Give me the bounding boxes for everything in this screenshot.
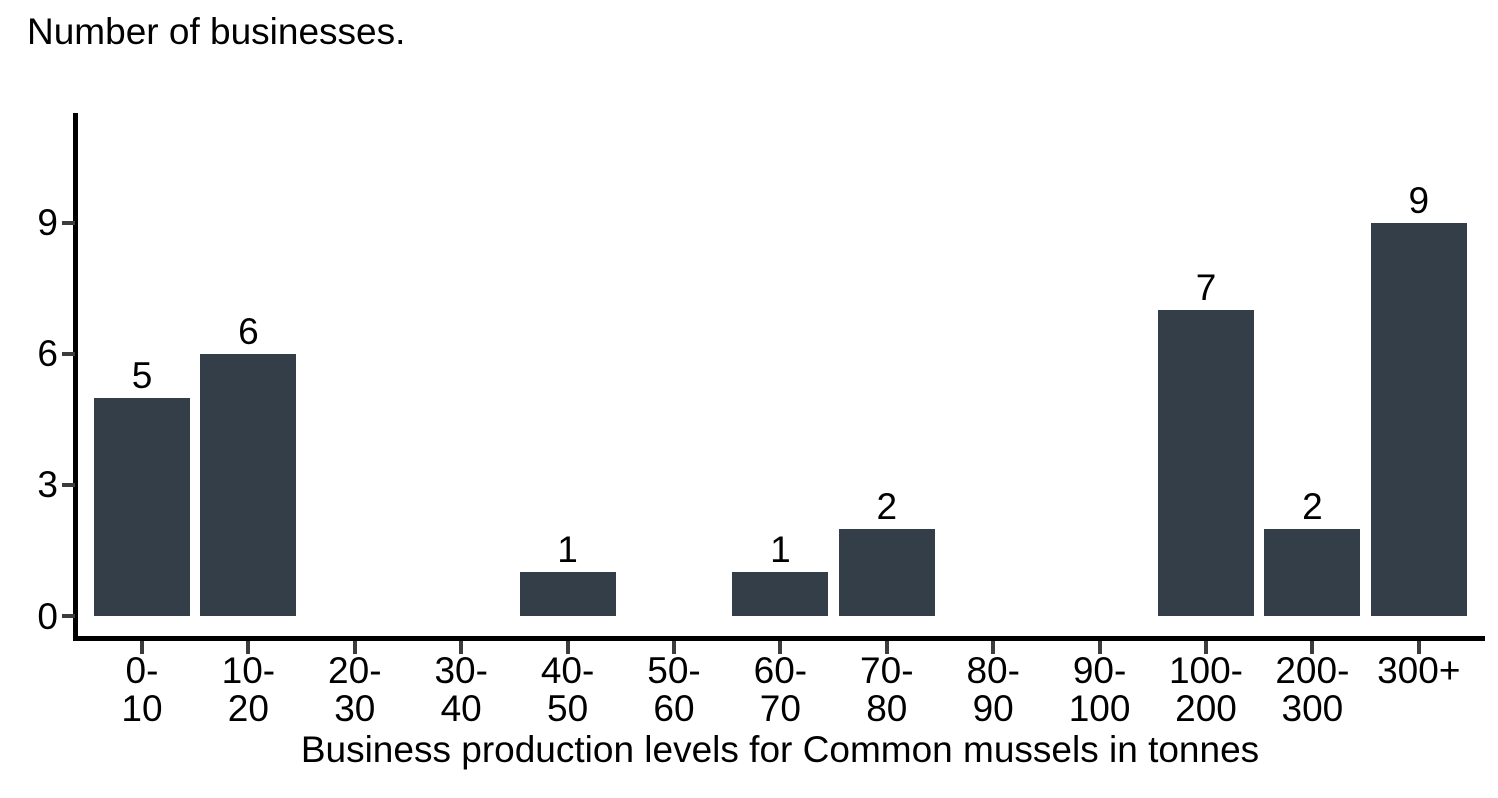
y-tick-label: 6 (37, 333, 58, 375)
y-tick-label: 9 (37, 202, 58, 244)
x-tick-mark (140, 641, 144, 654)
y-tick-label: 3 (37, 464, 58, 506)
y-tick-mark (62, 482, 75, 487)
bar-value-label: 1 (557, 529, 578, 571)
bar-10-20 (200, 353, 297, 616)
x-tick-label: 200- 300 (1275, 650, 1350, 729)
chart-title: Number of businesses. (27, 11, 406, 52)
x-tick-label: 30- 40 (434, 650, 488, 729)
y-tick-mark (62, 351, 75, 356)
bar-value-label: 2 (1302, 485, 1323, 527)
x-tick-mark (352, 641, 357, 654)
x-tick-mark (1097, 641, 1102, 654)
x-tick-label: 40- 50 (540, 650, 595, 729)
x-tick-mark (1204, 641, 1208, 654)
y-tick-mark (62, 220, 75, 225)
x-tick-label: 0- 10 (121, 650, 163, 729)
x-tick-mark (778, 641, 783, 654)
x-tick-mark (672, 641, 676, 654)
bar-70-80 (838, 528, 935, 616)
x-tick-label: 70- 80 (860, 650, 914, 729)
bar-0-10 (94, 397, 190, 616)
bar-value-label: 1 (770, 529, 791, 571)
bar-200-300 (1264, 528, 1361, 616)
x-tick-label: 60- 70 (753, 650, 808, 729)
bar-100-200 (1158, 310, 1254, 616)
y-tick-mark (62, 614, 75, 618)
bar-value-label: 5 (131, 354, 153, 396)
y-axis-line (73, 113, 78, 641)
x-tick-label: 80- 90 (966, 650, 1020, 729)
bar-300+ (1370, 222, 1467, 616)
x-tick-label: 10- 20 (221, 650, 276, 729)
x-tick-label: 20- 30 (328, 650, 382, 729)
x-tick-mark (991, 641, 996, 654)
bar-value-label: 6 (238, 310, 259, 352)
bar-40-50 (519, 572, 616, 616)
x-tick-mark (246, 641, 251, 654)
bar-value-label: 7 (1195, 267, 1217, 309)
x-axis-title: Business production levels for Common mu… (300, 729, 1260, 770)
x-tick-label: 300+ (1377, 650, 1461, 691)
x-tick-label: 100- 200 (1168, 650, 1244, 729)
bar-value-label: 2 (876, 485, 898, 527)
x-axis-line (73, 636, 1485, 641)
x-tick-mark (1416, 641, 1421, 654)
bar-60-70 (732, 572, 829, 616)
x-tick-label: 50- 60 (647, 650, 701, 729)
x-tick-mark (884, 641, 889, 654)
x-tick-mark (459, 641, 464, 654)
x-tick-mark (565, 641, 570, 654)
x-tick-mark (1310, 641, 1315, 654)
x-tick-label: 90- 100 (1068, 650, 1131, 729)
bar-value-label: 9 (1408, 179, 1430, 221)
y-tick-label: 0 (37, 595, 58, 637)
